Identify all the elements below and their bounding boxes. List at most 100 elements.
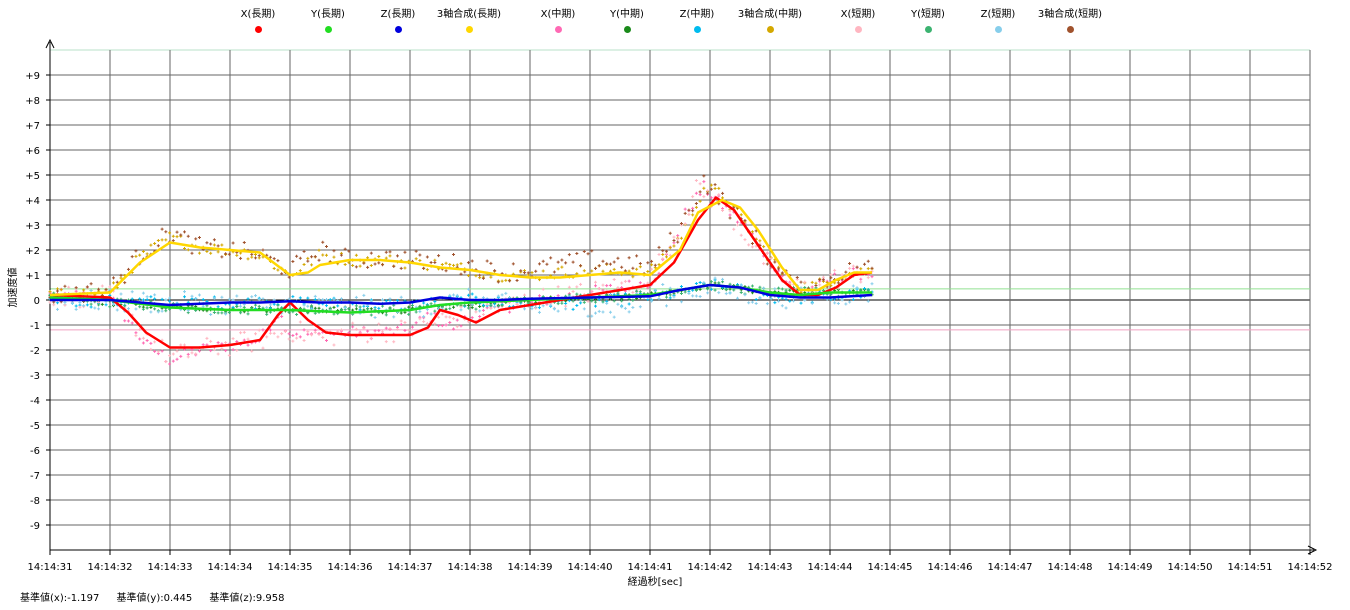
y-tick-label: -7: [30, 471, 40, 482]
data-point: [104, 287, 108, 291]
data-point: [354, 307, 358, 311]
data-point: [403, 250, 407, 254]
legend-marker: [994, 26, 1002, 33]
data-point: [235, 253, 239, 257]
legend-label: 3軸合成(短期): [1037, 9, 1103, 20]
data-point: [153, 340, 157, 344]
data-point: [848, 261, 852, 265]
data-point: [231, 298, 235, 302]
data-point: [362, 304, 366, 308]
data-point: [478, 314, 482, 318]
data-point: [594, 304, 598, 308]
data-point: [156, 239, 160, 243]
data-point: [145, 306, 149, 310]
data-point: [679, 292, 683, 296]
data-point: [384, 313, 388, 317]
data-point: [235, 304, 239, 308]
data-point: [620, 281, 624, 285]
data-point: [403, 320, 407, 324]
data-point: [829, 284, 833, 288]
data-point: [160, 309, 164, 313]
data-point: [280, 332, 284, 336]
data-point: [586, 314, 590, 318]
data-point: [549, 256, 553, 260]
legend-marker: [623, 26, 631, 33]
data-point: [702, 186, 706, 190]
data-point: [717, 281, 721, 285]
data-point: [194, 297, 198, 301]
data-point: [175, 230, 179, 234]
data-point: [590, 299, 594, 303]
data-point: [377, 329, 381, 333]
data-point: [694, 205, 698, 209]
data-point: [657, 252, 661, 256]
data-point: [339, 253, 343, 257]
data-point: [508, 279, 512, 283]
data-point: [556, 260, 560, 264]
data-point: [556, 302, 560, 306]
data-point: [422, 266, 426, 270]
data-point: [780, 287, 784, 291]
data-point: [366, 329, 370, 333]
data-point: [381, 263, 385, 267]
data-point: [608, 310, 612, 314]
data-point: [485, 259, 489, 263]
x-tick-label: 14:14:43: [748, 562, 793, 573]
data-point: [437, 315, 441, 319]
data-point: [422, 301, 426, 305]
data-point: [123, 281, 127, 285]
data-point: [399, 266, 403, 270]
data-point: [194, 352, 198, 356]
data-point: [272, 257, 276, 261]
data-point: [298, 269, 302, 273]
data-point: [721, 191, 725, 195]
data-point: [283, 329, 287, 333]
data-point: [444, 269, 448, 273]
data-point: [265, 335, 269, 339]
data-point: [268, 255, 272, 259]
data-point: [489, 261, 493, 265]
data-point: [59, 288, 63, 292]
data-point: [836, 281, 840, 285]
data-point: [156, 244, 160, 248]
data-point: [302, 250, 306, 254]
data-point: [762, 245, 766, 249]
data-point: [840, 298, 844, 302]
data-point: [254, 252, 257, 256]
legend-label: Z(中期): [679, 9, 715, 20]
data-point: [369, 251, 373, 255]
data-point: [694, 191, 698, 195]
data-point: [287, 337, 291, 341]
data-point: [601, 283, 605, 287]
data-point: [866, 276, 870, 280]
baseline-z: 基準値(z):9.958: [209, 593, 285, 604]
data-point: [418, 258, 422, 262]
data-point: [851, 264, 855, 268]
data-point: [478, 304, 482, 308]
baseline-y: 基準値(y):0.445: [116, 593, 193, 604]
data-point: [93, 306, 97, 310]
data-point: [78, 301, 82, 305]
data-point: [713, 281, 717, 285]
data-point: [407, 328, 411, 332]
data-point: [851, 298, 855, 302]
data-point: [369, 313, 373, 317]
data-point: [425, 311, 429, 315]
series-line-Z(長期): [50, 283, 873, 307]
data-point: [369, 307, 373, 311]
data-point: [254, 303, 257, 307]
data-point: [683, 290, 687, 294]
data-point: [721, 209, 725, 213]
data-point: [735, 296, 739, 300]
data-point: [369, 336, 373, 340]
data-point: [313, 306, 317, 310]
data-point: [313, 255, 317, 259]
data-point: [448, 321, 452, 325]
legend-item: X(長期): [203, 8, 313, 33]
data-point: [209, 349, 213, 353]
data-point: [661, 257, 665, 261]
data-point: [351, 325, 355, 329]
y-tick-label: +3: [25, 221, 40, 232]
data-point: [851, 284, 855, 288]
data-point: [235, 294, 239, 298]
